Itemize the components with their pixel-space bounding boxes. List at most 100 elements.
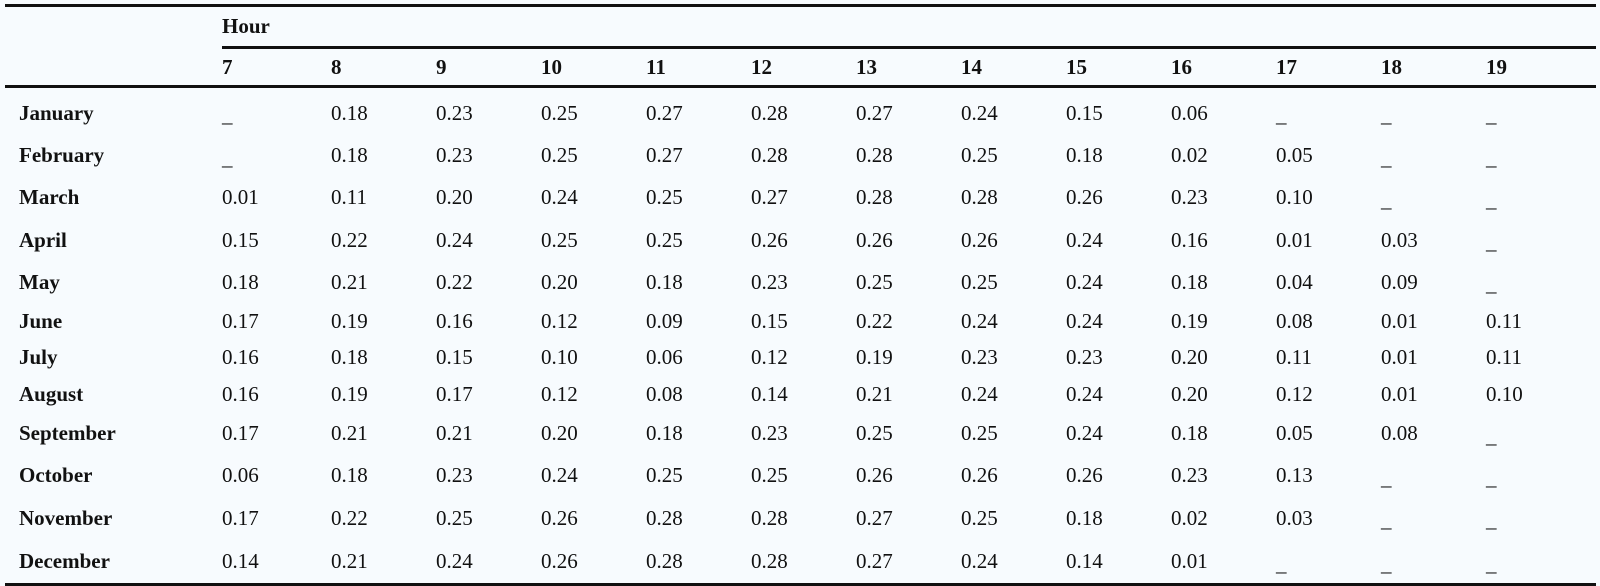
value-cell: 0.12 bbox=[1276, 381, 1313, 406]
value-cell: 0.20 bbox=[541, 269, 578, 294]
table-row: May 0.18 0.21 0.22 0.20 0.18 0.23 0.25 0.25 0.24 0… bbox=[5, 261, 1596, 303]
value-cell: 0.22 bbox=[436, 269, 473, 294]
value-cell: 0.06 bbox=[222, 463, 259, 488]
table-body: January _ 0.18 0.23 0.25 0.27 0.28 0.27 0.24 0.15… bbox=[5, 87, 1596, 586]
table-row: January _ 0.18 0.23 0.25 0.27 0.28 0.27 0.24 0.15… bbox=[5, 87, 1596, 135]
value-cell: 0.24 bbox=[961, 381, 998, 406]
value-cell: _ bbox=[1381, 508, 1392, 533]
value-cell: 0.01 bbox=[1381, 381, 1418, 406]
hour-header-10: 10 bbox=[541, 46, 646, 88]
value-cell: 0.26 bbox=[541, 539, 646, 586]
value-cell: 0.25 bbox=[541, 227, 578, 252]
value-cell: 0.25 bbox=[856, 421, 893, 446]
hour-header-11: 11 bbox=[646, 46, 751, 88]
value-cell: 0.19 bbox=[331, 309, 368, 334]
value-cell: 0.12 bbox=[541, 309, 578, 334]
value-cell: _ bbox=[1486, 145, 1497, 170]
value-cell: 0.18 bbox=[331, 142, 368, 167]
value-cell: _ bbox=[1486, 508, 1497, 533]
value-cell: 0.24 bbox=[1066, 227, 1103, 252]
value-cell: 0.26 bbox=[751, 227, 788, 252]
value-cell: 0.04 bbox=[1276, 269, 1313, 294]
value-cell: 0.26 bbox=[1066, 463, 1103, 488]
value-cell: 0.16 bbox=[436, 309, 473, 334]
value-cell: 0.01 bbox=[1171, 539, 1276, 586]
value-cell: 0.12 bbox=[541, 381, 578, 406]
hour-header-row: 7 8 9 10 11 12 13 14 15 16 17 18 19 bbox=[5, 46, 1596, 88]
table-row: February _ 0.18 0.23 0.25 0.27 0.28 0.28 0.25 0.1… bbox=[5, 134, 1596, 176]
value-cell: 0.25 bbox=[541, 142, 578, 167]
value-cell: 0.10 bbox=[1276, 185, 1313, 210]
month-label: December bbox=[5, 539, 222, 586]
table-row: March 0.01 0.11 0.20 0.24 0.25 0.27 0.28 0.28 0.2… bbox=[5, 177, 1596, 219]
value-cell: 0.28 bbox=[646, 505, 683, 530]
value-cell: 0.18 bbox=[331, 463, 368, 488]
value-cell: 0.26 bbox=[541, 505, 578, 530]
value-cell: 0.06 bbox=[1171, 100, 1208, 125]
value-cell: 0.18 bbox=[1066, 142, 1103, 167]
hour-header-18: 18 bbox=[1381, 46, 1486, 88]
value-cell: 0.21 bbox=[331, 269, 368, 294]
value-cell: 0.18 bbox=[646, 269, 683, 294]
value-cell: 0.13 bbox=[1276, 463, 1313, 488]
value-cell: 0.01 bbox=[222, 185, 259, 210]
value-cell: 0.17 bbox=[436, 381, 473, 406]
hour-group-header: Hour bbox=[222, 4, 1596, 48]
hour-header-17: 17 bbox=[1276, 46, 1381, 88]
value-cell: 0.28 bbox=[961, 185, 998, 210]
hour-header-16: 16 bbox=[1171, 46, 1276, 88]
value-cell: 0.14 bbox=[222, 539, 331, 586]
value-cell: 0.17 bbox=[222, 309, 259, 334]
value-cell: 0.23 bbox=[436, 100, 473, 125]
value-cell: 0.25 bbox=[436, 505, 473, 530]
value-cell: 0.28 bbox=[751, 142, 788, 167]
value-cell: 0.11 bbox=[331, 185, 367, 210]
value-cell: 0.27 bbox=[646, 142, 683, 167]
value-cell: 0.24 bbox=[1066, 381, 1103, 406]
value-cell: 0.22 bbox=[331, 505, 368, 530]
value-cell: 0.28 bbox=[751, 100, 788, 125]
month-label: February bbox=[19, 142, 105, 167]
hour-header-13: 13 bbox=[856, 46, 961, 88]
value-cell: 0.25 bbox=[541, 100, 578, 125]
value-cell: 0.21 bbox=[436, 421, 473, 446]
value-cell: 0.09 bbox=[646, 309, 683, 334]
value-cell: _ bbox=[1486, 272, 1497, 297]
value-cell: 0.16 bbox=[222, 381, 259, 406]
value-cell: 0.23 bbox=[1066, 345, 1103, 370]
value-cell: 0.21 bbox=[331, 539, 436, 586]
hour-header-12: 12 bbox=[751, 46, 856, 88]
value-cell: 0.08 bbox=[646, 381, 683, 406]
value-cell: 0.25 bbox=[751, 463, 788, 488]
value-cell: 0.25 bbox=[856, 269, 893, 294]
value-cell: 0.10 bbox=[1486, 381, 1523, 406]
value-cell: 0.03 bbox=[1381, 227, 1418, 252]
value-cell: 0.20 bbox=[1171, 345, 1208, 370]
corner-cell bbox=[5, 4, 222, 48]
value-cell: 0.02 bbox=[1171, 142, 1208, 167]
table-row: July 0.16 0.18 0.15 0.10 0.06 0.12 0.19 0.23 0.23… bbox=[5, 340, 1596, 376]
value-cell: 0.02 bbox=[1171, 505, 1208, 530]
value-cell: _ bbox=[1381, 539, 1486, 586]
value-cell: 0.22 bbox=[331, 227, 368, 252]
value-cell: 0.01 bbox=[1276, 227, 1313, 252]
value-cell: 0.24 bbox=[1066, 421, 1103, 446]
value-cell: 0.24 bbox=[961, 539, 1066, 586]
month-label: July bbox=[19, 345, 58, 370]
value-cell: 0.24 bbox=[961, 100, 998, 125]
value-cell: 0.26 bbox=[856, 463, 893, 488]
group-header-row: Hour bbox=[5, 4, 1596, 48]
value-cell: 0.18 bbox=[1171, 269, 1208, 294]
value-cell: 0.11 bbox=[1486, 309, 1522, 334]
value-cell: 0.15 bbox=[751, 309, 788, 334]
value-cell: 0.11 bbox=[1486, 345, 1522, 370]
value-cell: 0.26 bbox=[856, 227, 893, 252]
table-row: August 0.16 0.19 0.17 0.12 0.08 0.14 0.21 0.24 0.… bbox=[5, 376, 1596, 412]
value-cell: _ bbox=[222, 145, 233, 170]
value-cell: 0.24 bbox=[436, 227, 473, 252]
value-cell: 0.24 bbox=[961, 309, 998, 334]
value-cell: 0.23 bbox=[961, 345, 998, 370]
value-cell: 0.28 bbox=[856, 142, 893, 167]
value-cell: 0.27 bbox=[856, 539, 961, 586]
value-cell: 0.28 bbox=[751, 505, 788, 530]
